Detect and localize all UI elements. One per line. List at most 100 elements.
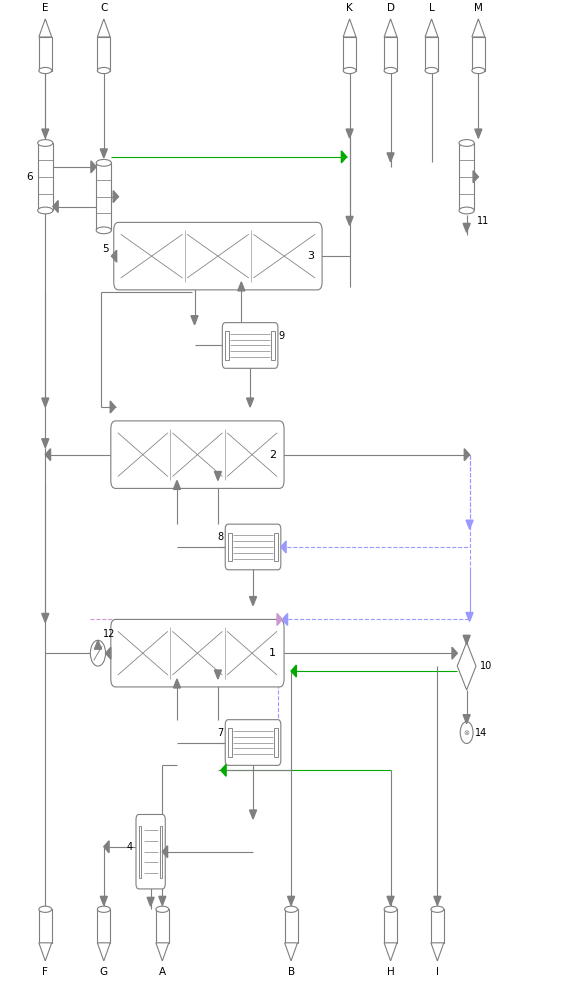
Text: 10: 10 — [480, 661, 492, 671]
Bar — [472, 37, 485, 71]
Text: 9: 9 — [278, 331, 284, 341]
Polygon shape — [221, 764, 226, 776]
Ellipse shape — [384, 906, 397, 912]
Polygon shape — [91, 161, 96, 173]
Text: F: F — [42, 967, 48, 977]
Ellipse shape — [459, 140, 475, 146]
Polygon shape — [457, 642, 476, 690]
Polygon shape — [387, 153, 394, 162]
Polygon shape — [39, 943, 52, 961]
Polygon shape — [159, 896, 166, 905]
Bar — [274, 728, 278, 757]
Ellipse shape — [96, 159, 111, 166]
Circle shape — [460, 722, 473, 744]
Polygon shape — [387, 896, 394, 905]
Ellipse shape — [39, 67, 52, 74]
Text: D: D — [386, 3, 395, 13]
Bar — [156, 909, 169, 943]
FancyBboxPatch shape — [113, 222, 322, 290]
Text: M: M — [474, 3, 483, 13]
Bar — [425, 37, 438, 71]
Bar — [96, 163, 111, 230]
Polygon shape — [249, 810, 256, 819]
Polygon shape — [156, 943, 169, 961]
Polygon shape — [452, 647, 457, 659]
FancyBboxPatch shape — [111, 421, 284, 488]
Ellipse shape — [39, 906, 52, 912]
Polygon shape — [42, 129, 49, 138]
Polygon shape — [173, 679, 181, 688]
Polygon shape — [249, 597, 256, 606]
Bar — [225, 331, 229, 360]
Polygon shape — [425, 19, 438, 37]
Bar — [38, 143, 53, 210]
Polygon shape — [238, 282, 245, 291]
Polygon shape — [465, 449, 470, 461]
Text: G: G — [100, 967, 108, 977]
Text: L: L — [429, 3, 435, 13]
Bar — [228, 728, 232, 757]
Bar — [431, 909, 444, 943]
Polygon shape — [342, 151, 347, 163]
Polygon shape — [95, 640, 102, 649]
FancyBboxPatch shape — [225, 524, 281, 570]
Text: 7: 7 — [218, 728, 224, 738]
Polygon shape — [110, 401, 115, 413]
Text: 4: 4 — [127, 842, 133, 852]
Bar — [228, 533, 232, 561]
Polygon shape — [281, 541, 286, 553]
Polygon shape — [473, 171, 479, 183]
Polygon shape — [45, 449, 51, 461]
Polygon shape — [434, 896, 441, 905]
Ellipse shape — [285, 906, 298, 912]
Polygon shape — [463, 223, 470, 232]
Polygon shape — [173, 480, 181, 489]
Polygon shape — [191, 316, 198, 325]
Polygon shape — [346, 216, 353, 225]
Ellipse shape — [425, 67, 438, 74]
Polygon shape — [466, 520, 473, 529]
Text: E: E — [42, 3, 49, 13]
Bar — [39, 37, 52, 71]
Text: I: I — [436, 967, 439, 977]
Polygon shape — [288, 896, 295, 905]
Text: 8: 8 — [218, 532, 224, 542]
Bar — [39, 909, 52, 943]
Text: 14: 14 — [475, 728, 487, 738]
Text: B: B — [288, 967, 295, 977]
Polygon shape — [384, 943, 397, 961]
Polygon shape — [104, 841, 109, 853]
Bar — [139, 826, 141, 878]
Polygon shape — [431, 943, 444, 961]
Polygon shape — [113, 191, 118, 203]
FancyBboxPatch shape — [136, 814, 165, 889]
Text: 6: 6 — [26, 172, 32, 182]
FancyBboxPatch shape — [111, 619, 284, 687]
Bar — [343, 37, 356, 71]
Polygon shape — [98, 19, 110, 37]
Polygon shape — [472, 19, 485, 37]
Circle shape — [91, 640, 106, 666]
Polygon shape — [466, 612, 473, 621]
Text: 2: 2 — [269, 450, 276, 460]
Ellipse shape — [38, 140, 53, 146]
Polygon shape — [39, 19, 52, 37]
Text: H: H — [387, 967, 395, 977]
Ellipse shape — [98, 67, 110, 74]
Bar — [271, 331, 275, 360]
Polygon shape — [98, 943, 110, 961]
Polygon shape — [246, 398, 253, 407]
Polygon shape — [285, 943, 298, 961]
Bar — [274, 533, 278, 561]
Polygon shape — [42, 439, 49, 448]
Polygon shape — [463, 715, 470, 724]
Polygon shape — [111, 250, 116, 262]
Polygon shape — [42, 398, 49, 407]
Polygon shape — [147, 897, 154, 906]
FancyBboxPatch shape — [222, 323, 278, 368]
Text: 5: 5 — [102, 244, 109, 254]
Ellipse shape — [96, 227, 111, 234]
Polygon shape — [346, 129, 353, 138]
Ellipse shape — [384, 67, 397, 74]
Text: A: A — [159, 967, 166, 977]
